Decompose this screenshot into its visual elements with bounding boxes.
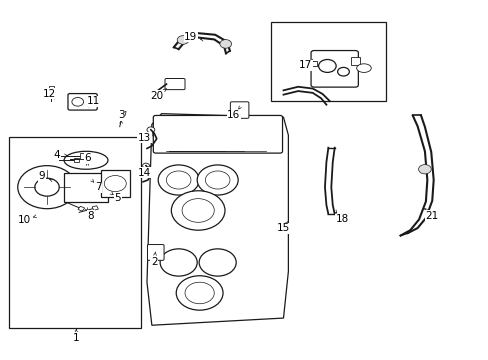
Ellipse shape	[356, 64, 370, 72]
Ellipse shape	[64, 151, 108, 169]
Bar	[64, 173, 108, 202]
Text: 5: 5	[114, 193, 121, 203]
Circle shape	[160, 249, 197, 276]
Text: 1: 1	[73, 333, 80, 343]
Text: 21: 21	[425, 211, 438, 221]
Text: 6: 6	[84, 153, 91, 163]
Text: 8: 8	[87, 211, 94, 221]
FancyBboxPatch shape	[147, 244, 163, 260]
Polygon shape	[80, 153, 87, 159]
Text: 4: 4	[53, 150, 60, 160]
Circle shape	[184, 282, 214, 304]
Text: 15: 15	[276, 224, 289, 233]
Circle shape	[72, 98, 83, 106]
Text: 13: 13	[138, 133, 151, 143]
Bar	[308, 61, 317, 66]
Text: 3: 3	[118, 111, 124, 121]
Text: 10: 10	[18, 215, 31, 225]
Circle shape	[176, 276, 223, 310]
Text: 19: 19	[184, 32, 197, 41]
Polygon shape	[92, 206, 98, 210]
Bar	[101, 170, 130, 197]
Circle shape	[171, 191, 224, 230]
Circle shape	[182, 199, 214, 222]
Circle shape	[318, 59, 335, 72]
Polygon shape	[85, 157, 90, 161]
Circle shape	[147, 127, 155, 133]
FancyBboxPatch shape	[153, 116, 282, 153]
Polygon shape	[74, 158, 79, 162]
Circle shape	[199, 249, 236, 276]
Circle shape	[418, 165, 430, 174]
Bar	[271, 22, 385, 101]
Circle shape	[337, 67, 348, 76]
Polygon shape	[147, 114, 288, 325]
Text: 20: 20	[150, 91, 163, 101]
Text: 14: 14	[138, 168, 151, 178]
Circle shape	[142, 163, 149, 168]
Circle shape	[177, 36, 188, 44]
Bar	[9, 137, 141, 328]
Text: 9: 9	[39, 171, 45, 181]
Text: 18: 18	[335, 215, 348, 224]
Bar	[350, 57, 359, 65]
Polygon shape	[120, 111, 126, 115]
Circle shape	[166, 171, 191, 189]
FancyBboxPatch shape	[310, 50, 358, 87]
Text: 11: 11	[86, 96, 100, 106]
Text: 2: 2	[151, 257, 157, 267]
Text: 7: 7	[95, 182, 102, 192]
Polygon shape	[78, 206, 84, 211]
Circle shape	[197, 165, 238, 195]
Polygon shape	[49, 86, 54, 90]
Circle shape	[35, 178, 59, 196]
FancyBboxPatch shape	[164, 78, 184, 90]
Circle shape	[205, 171, 229, 189]
Text: 17: 17	[298, 60, 311, 70]
Text: 16: 16	[227, 111, 240, 121]
Circle shape	[158, 165, 199, 195]
Text: 12: 12	[43, 89, 56, 99]
Circle shape	[104, 176, 126, 192]
FancyBboxPatch shape	[230, 102, 248, 118]
Circle shape	[18, 166, 76, 209]
Circle shape	[220, 40, 231, 48]
FancyBboxPatch shape	[68, 94, 97, 110]
